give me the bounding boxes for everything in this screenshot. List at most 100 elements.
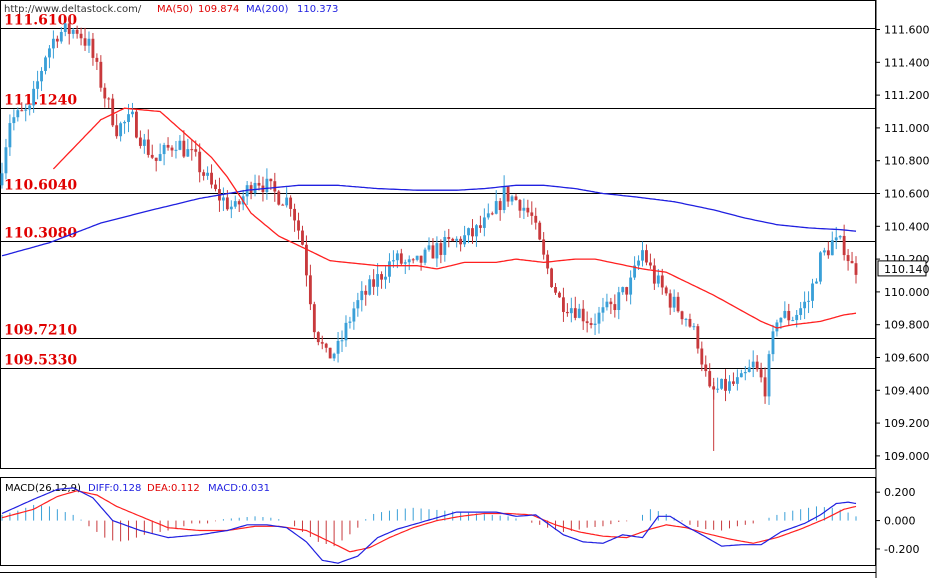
candle <box>388 253 391 283</box>
candle <box>459 236 463 252</box>
candle <box>767 350 771 405</box>
macd-axis-label: -0.200 <box>884 543 919 556</box>
candle <box>692 323 696 331</box>
candle-body <box>415 255 419 260</box>
candle-body <box>751 361 755 368</box>
candle-body <box>364 290 368 295</box>
candle-body <box>613 304 617 311</box>
candle <box>451 237 455 242</box>
level-label: 111.1240 <box>4 93 77 109</box>
candle-body <box>771 331 775 355</box>
candle-body <box>289 197 293 209</box>
candle-body <box>249 185 253 193</box>
candle <box>63 22 67 37</box>
candle-body <box>198 151 202 173</box>
candle <box>486 203 490 220</box>
candle <box>8 114 12 156</box>
candle <box>138 130 142 149</box>
candle <box>463 225 467 248</box>
candle-body <box>522 207 526 211</box>
candle <box>562 287 565 322</box>
candle-body <box>795 314 799 321</box>
candle <box>372 269 376 295</box>
candle-body <box>486 213 490 218</box>
candle-body <box>514 196 518 201</box>
candle <box>482 208 486 237</box>
candle <box>506 185 510 207</box>
candle-body <box>16 110 20 118</box>
candle <box>55 35 59 48</box>
candle-body <box>32 88 36 106</box>
candle <box>475 224 478 247</box>
candle <box>763 367 767 404</box>
candle <box>237 199 241 212</box>
candle <box>447 228 451 248</box>
candle-body <box>617 292 621 311</box>
candle-body <box>55 38 59 42</box>
candle-body <box>356 300 360 309</box>
candle <box>87 31 91 53</box>
candle-body <box>688 318 692 327</box>
candle-body <box>221 197 225 201</box>
candle-body <box>834 237 838 241</box>
candle <box>534 207 538 230</box>
candle-body <box>601 307 605 313</box>
candle <box>431 238 435 259</box>
candle <box>162 142 166 166</box>
candle <box>629 270 633 305</box>
candle <box>150 144 154 160</box>
candle <box>787 303 791 326</box>
candle-body <box>423 249 427 263</box>
candle-body <box>732 381 735 384</box>
candle-body <box>131 111 134 115</box>
candle-body <box>724 378 727 391</box>
candle <box>415 255 419 262</box>
candle <box>530 201 534 225</box>
candle-body <box>585 321 589 324</box>
candle-body <box>645 250 648 263</box>
candle-body <box>0 173 4 186</box>
candle-body <box>229 206 233 210</box>
last-price-label: 110.140 <box>884 263 930 276</box>
candle <box>502 175 506 214</box>
candle-body <box>759 369 763 378</box>
candle-body <box>597 312 601 324</box>
candle <box>743 366 747 381</box>
candle-body <box>787 310 791 321</box>
candle-body <box>297 220 300 231</box>
candle <box>399 248 403 266</box>
candle-body <box>684 318 688 320</box>
candle-body <box>348 321 352 323</box>
candle-body <box>170 147 174 151</box>
candle <box>522 198 526 220</box>
candle-body <box>641 250 644 261</box>
candle-body <box>324 343 328 348</box>
candle <box>526 199 530 217</box>
candle-body <box>463 235 467 245</box>
candle <box>16 107 20 122</box>
candle <box>822 247 826 256</box>
candle-body <box>352 308 356 322</box>
candle-body <box>565 311 569 314</box>
candle <box>79 27 83 46</box>
candle-body <box>316 332 320 343</box>
candle-body <box>83 38 87 46</box>
candle <box>676 292 680 313</box>
candle <box>360 281 364 312</box>
candle-body <box>384 276 387 280</box>
macd-diff-legend: DIFF:0.128 <box>88 483 141 494</box>
price-axis-label: 110.000 <box>884 286 930 299</box>
price-axis-label: 111.400 <box>884 56 930 69</box>
candle-body <box>850 261 854 264</box>
candle-body <box>838 235 842 238</box>
candle-body <box>807 300 810 302</box>
candle-body <box>63 23 67 32</box>
candle <box>316 331 320 346</box>
candle <box>146 129 150 158</box>
candle <box>320 335 324 350</box>
candle-body <box>407 259 411 263</box>
candle-body <box>767 354 771 397</box>
candle <box>182 130 186 159</box>
